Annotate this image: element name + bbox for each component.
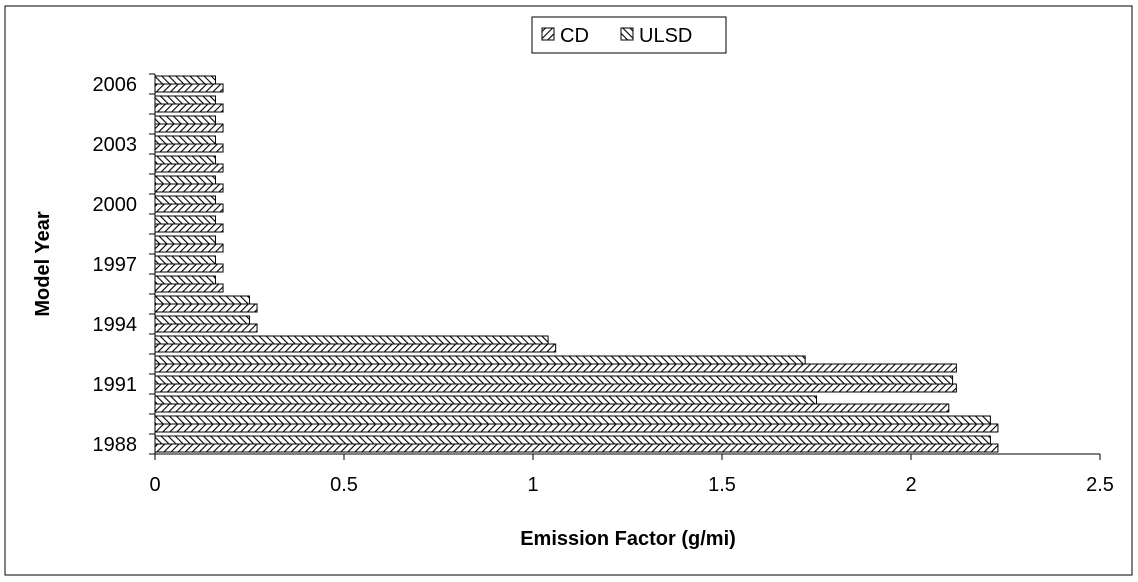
bar-cd-1994 (154, 323, 258, 333)
y-axis-title: Model Year (32, 211, 54, 316)
bar-cd-1991 (154, 383, 957, 393)
bar-cd-1989 (154, 423, 999, 433)
bar-cd-1992 (154, 363, 957, 373)
x-tick-label-2.5: 2.5 (1086, 474, 1114, 496)
x-tick-label-1.5: 1.5 (708, 474, 736, 496)
y-tick-label-1997: 1997 (93, 254, 138, 276)
y-tick-label-1991: 1991 (93, 374, 138, 396)
bar-ulsd-1993 (154, 335, 549, 345)
bar-ulsd-1997 (154, 255, 216, 265)
bar-ulsd-2001 (154, 175, 216, 185)
y-tick-label-1988: 1988 (93, 434, 138, 456)
bar-cd-2004 (154, 123, 224, 133)
bar-cd-1990 (154, 403, 950, 413)
bar-ulsd-1991 (154, 375, 954, 385)
y-tick-label-2003: 2003 (93, 134, 138, 156)
bar-ulsd-2006 (154, 75, 216, 85)
x-tick-label-1: 1 (527, 474, 538, 496)
bar-ulsd-1994 (154, 315, 250, 325)
bar-ulsd-1988 (154, 435, 991, 445)
legend-label-cd: CD (560, 25, 589, 47)
bar-cd-1996 (154, 283, 224, 293)
bar-ulsd-2003 (154, 135, 216, 145)
bar-ulsd-1999 (154, 215, 216, 225)
y-tick-label-2000: 2000 (93, 194, 138, 216)
bar-cd-1993 (154, 343, 557, 353)
bar-cd-1998 (154, 243, 224, 253)
bar-ulsd-1998 (154, 235, 216, 245)
legend-label-ulsd: ULSD (639, 25, 692, 47)
legend-swatch-ulsd (620, 27, 634, 41)
bar-cd-1999 (154, 223, 224, 233)
bar-ulsd-2000 (154, 195, 216, 205)
y-tick-label-1994: 1994 (93, 314, 138, 336)
bar-cd-2003 (154, 143, 224, 153)
bar-ulsd-1992 (154, 355, 806, 365)
legend-swatch-cd (541, 27, 555, 41)
x-tick-label-2: 2 (905, 474, 916, 496)
bar-cd-1997 (154, 263, 224, 273)
bar-ulsd-1996 (154, 275, 216, 285)
x-axis-title: Emission Factor (g/mi) (520, 528, 736, 550)
legend: CD ULSD (531, 16, 727, 54)
bar-ulsd-2005 (154, 95, 216, 105)
bar-cd-2001 (154, 183, 224, 193)
bar-cd-2002 (154, 163, 224, 173)
bar-ulsd-2002 (154, 155, 216, 165)
y-tick-label-2006: 2006 (93, 74, 138, 96)
bar-ulsd-1990 (154, 395, 817, 405)
bar-ulsd-1989 (154, 415, 991, 425)
bar-cd-1988 (154, 443, 999, 453)
bar-cd-2000 (154, 203, 224, 213)
bar-cd-2006 (154, 83, 224, 93)
bar-cd-1995 (154, 303, 258, 313)
bar-cd-2005 (154, 103, 224, 113)
bar-ulsd-1995 (154, 295, 250, 305)
bar-ulsd-2004 (154, 115, 216, 125)
plot-area: 1988 1991 1994 1997 2000 2003 2006 0 0.5 1 1.5 2 2.5 (93, 73, 1114, 496)
x-tick-label-0.5: 0.5 (330, 474, 358, 496)
x-tick-label-0: 0 (149, 474, 160, 496)
